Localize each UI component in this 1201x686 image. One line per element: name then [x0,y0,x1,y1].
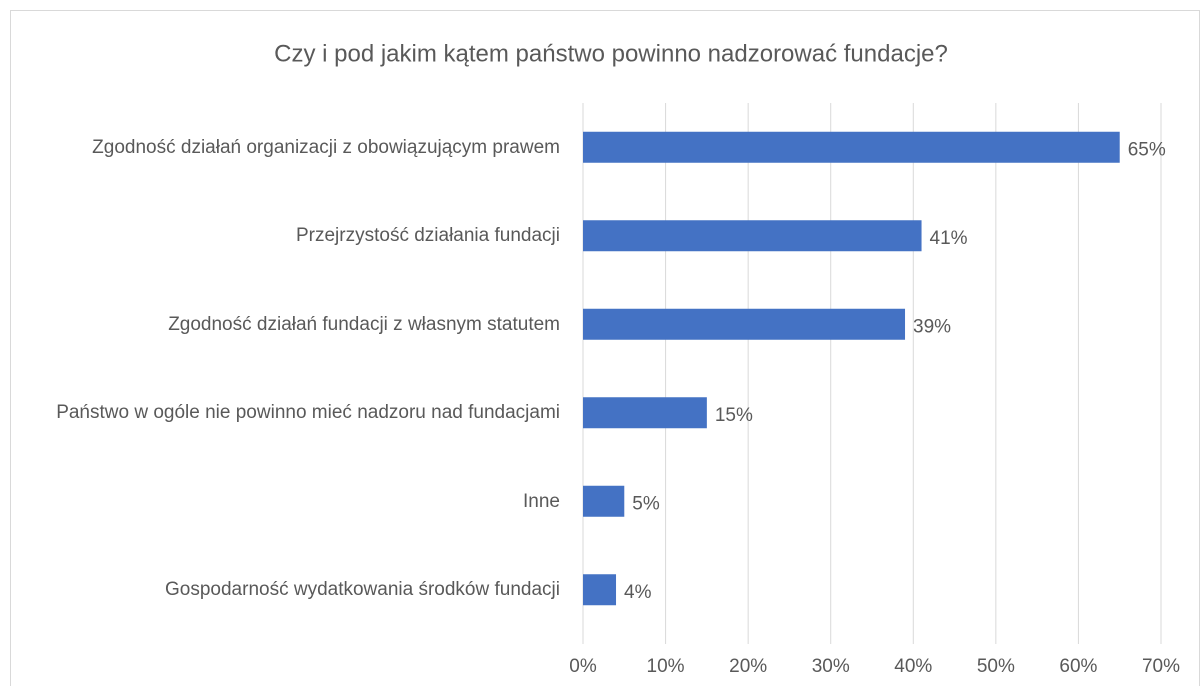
bar [583,131,1120,163]
category-text: Inne [523,490,560,512]
x-tick-label: 60% [1059,656,1097,677]
bar [583,308,906,340]
category-text: Gospodarność wydatkowania środków fundac… [165,579,560,601]
data-label: 41% [930,228,968,249]
x-tick-label: 30% [812,656,850,677]
chart-border [10,10,1200,686]
chart-title: Czy i pod jakim kątem państwo powinno na… [274,40,948,67]
bar [583,220,922,252]
x-tick-label: 10% [647,656,685,677]
bar [583,397,707,429]
x-tick-label: 20% [729,656,767,677]
bar [583,485,625,517]
data-label: 5% [632,493,660,514]
x-tick-label: 70% [1142,656,1180,677]
category-label: Państwo w ogóle nie powinno mieć nadzoru… [20,373,560,453]
x-tick-label: 0% [569,656,597,677]
x-tick-label: 50% [977,656,1015,677]
category-label: Przejrzystość działania fundacji [20,196,560,276]
category-text: Zgodność działań fundacji z własnym stat… [168,313,560,335]
category-label: Zgodność działań fundacji z własnym stat… [20,284,560,364]
category-text: Państwo w ogóle nie powinno mieć nadzoru… [56,402,560,424]
data-label: 65% [1128,139,1166,160]
category-label: Zgodność działań organizacji z obowiązuj… [20,107,560,187]
data-label: 39% [913,316,951,337]
category-text: Przejrzystość działania fundacji [295,225,560,247]
data-label: 15% [715,405,753,426]
x-tick-label: 40% [894,656,932,677]
category-label: Gospodarność wydatkowania środków fundac… [20,550,560,630]
bar [583,574,617,606]
data-label: 4% [624,582,652,603]
category-label: Inne [20,461,560,541]
category-text: Zgodność działań organizacji z obowiązuj… [92,136,560,158]
